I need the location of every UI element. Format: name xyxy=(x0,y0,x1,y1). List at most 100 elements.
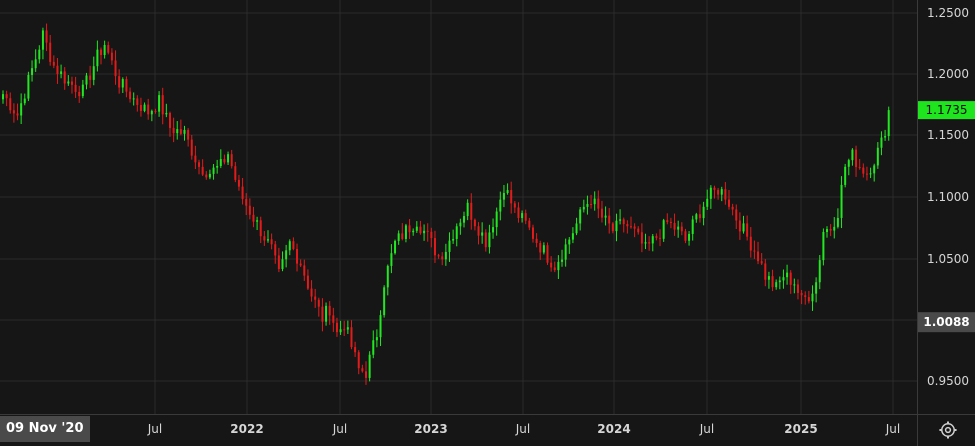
candle-body xyxy=(637,228,640,233)
candle xyxy=(237,174,240,191)
candle-body xyxy=(85,75,88,85)
candle xyxy=(187,128,190,147)
x-tick-label: 2024 xyxy=(597,422,630,436)
candle xyxy=(488,224,491,254)
candle-body xyxy=(89,75,92,80)
candle xyxy=(179,119,182,136)
candle-body xyxy=(510,190,513,204)
candle xyxy=(346,320,349,334)
candle-body xyxy=(800,292,803,296)
x-tick-label: 2023 xyxy=(414,422,447,436)
candle-body xyxy=(644,242,647,244)
candle xyxy=(466,199,469,221)
candle-body xyxy=(110,52,113,61)
candle xyxy=(611,222,614,234)
candle-body xyxy=(648,242,651,244)
candle-body xyxy=(713,187,716,190)
chart-grid xyxy=(0,0,917,414)
candle xyxy=(855,145,858,177)
candle xyxy=(132,92,135,106)
candle xyxy=(677,220,680,238)
candlestick-series xyxy=(2,23,890,385)
candle xyxy=(688,231,691,246)
candle-body xyxy=(34,59,37,69)
candle-body xyxy=(74,84,77,92)
candle xyxy=(52,55,55,69)
candle xyxy=(579,207,582,231)
candle xyxy=(70,76,73,94)
candle xyxy=(815,277,818,303)
candle xyxy=(666,213,669,225)
candle-body xyxy=(720,189,723,195)
candle xyxy=(695,212,698,223)
candle-body xyxy=(118,76,121,88)
candle-body xyxy=(31,68,34,75)
candle xyxy=(223,154,226,165)
candle xyxy=(619,209,622,225)
candle-body xyxy=(205,174,208,178)
candle xyxy=(41,27,44,60)
candle xyxy=(615,213,618,242)
candle xyxy=(379,310,382,347)
candle xyxy=(626,220,629,234)
candle-body xyxy=(96,49,99,67)
candle-body xyxy=(361,368,364,372)
candle-body xyxy=(622,219,625,225)
candle xyxy=(822,228,825,266)
candle xyxy=(655,233,658,241)
candle-body xyxy=(212,167,215,174)
candle-body xyxy=(593,198,596,205)
candle xyxy=(673,213,676,236)
chart-settings-button[interactable] xyxy=(936,418,960,442)
candle-body xyxy=(840,184,843,218)
candle-body xyxy=(629,226,632,228)
candle-body xyxy=(521,213,524,218)
candle xyxy=(510,181,513,214)
candle-body xyxy=(724,189,727,200)
candle xyxy=(426,223,429,242)
candle xyxy=(343,320,346,337)
candle xyxy=(553,261,556,273)
candle xyxy=(259,216,262,244)
candle-body xyxy=(357,352,360,369)
candle-body xyxy=(466,202,469,217)
candle xyxy=(404,223,407,243)
candle-body xyxy=(586,204,589,207)
candle-body xyxy=(114,60,117,77)
candle xyxy=(753,240,756,259)
candle xyxy=(285,244,288,268)
candle xyxy=(354,341,357,357)
candle xyxy=(176,121,179,140)
candle xyxy=(535,233,538,248)
candle xyxy=(582,199,585,213)
candle-body xyxy=(731,206,734,210)
candle-body xyxy=(179,129,182,134)
candle xyxy=(517,202,520,223)
candle xyxy=(706,189,709,211)
candle-body xyxy=(873,165,876,174)
candle-body xyxy=(444,251,447,260)
candle-body xyxy=(397,233,400,241)
candle xyxy=(365,361,367,385)
candle-body xyxy=(270,239,273,245)
candle-body xyxy=(132,98,135,100)
crosshair-price-label: 1.0088 xyxy=(923,315,969,329)
candle xyxy=(27,71,30,102)
candle-body xyxy=(281,259,284,269)
candle-body xyxy=(481,232,484,236)
candle-body xyxy=(847,160,850,167)
candle-body xyxy=(557,261,560,271)
candle-body xyxy=(876,147,879,166)
candle-body xyxy=(684,231,687,241)
candle-body xyxy=(237,179,240,187)
candle-body xyxy=(826,229,829,233)
candle-body xyxy=(328,305,331,316)
candle xyxy=(335,317,338,337)
candle xyxy=(492,218,495,239)
candle-body xyxy=(539,242,542,253)
candle-body xyxy=(277,255,280,269)
candle-body xyxy=(125,79,128,92)
candle-body xyxy=(811,293,814,302)
candle xyxy=(45,23,48,52)
